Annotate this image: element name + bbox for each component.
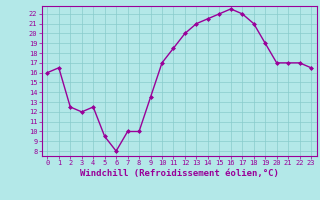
X-axis label: Windchill (Refroidissement éolien,°C): Windchill (Refroidissement éolien,°C): [80, 169, 279, 178]
